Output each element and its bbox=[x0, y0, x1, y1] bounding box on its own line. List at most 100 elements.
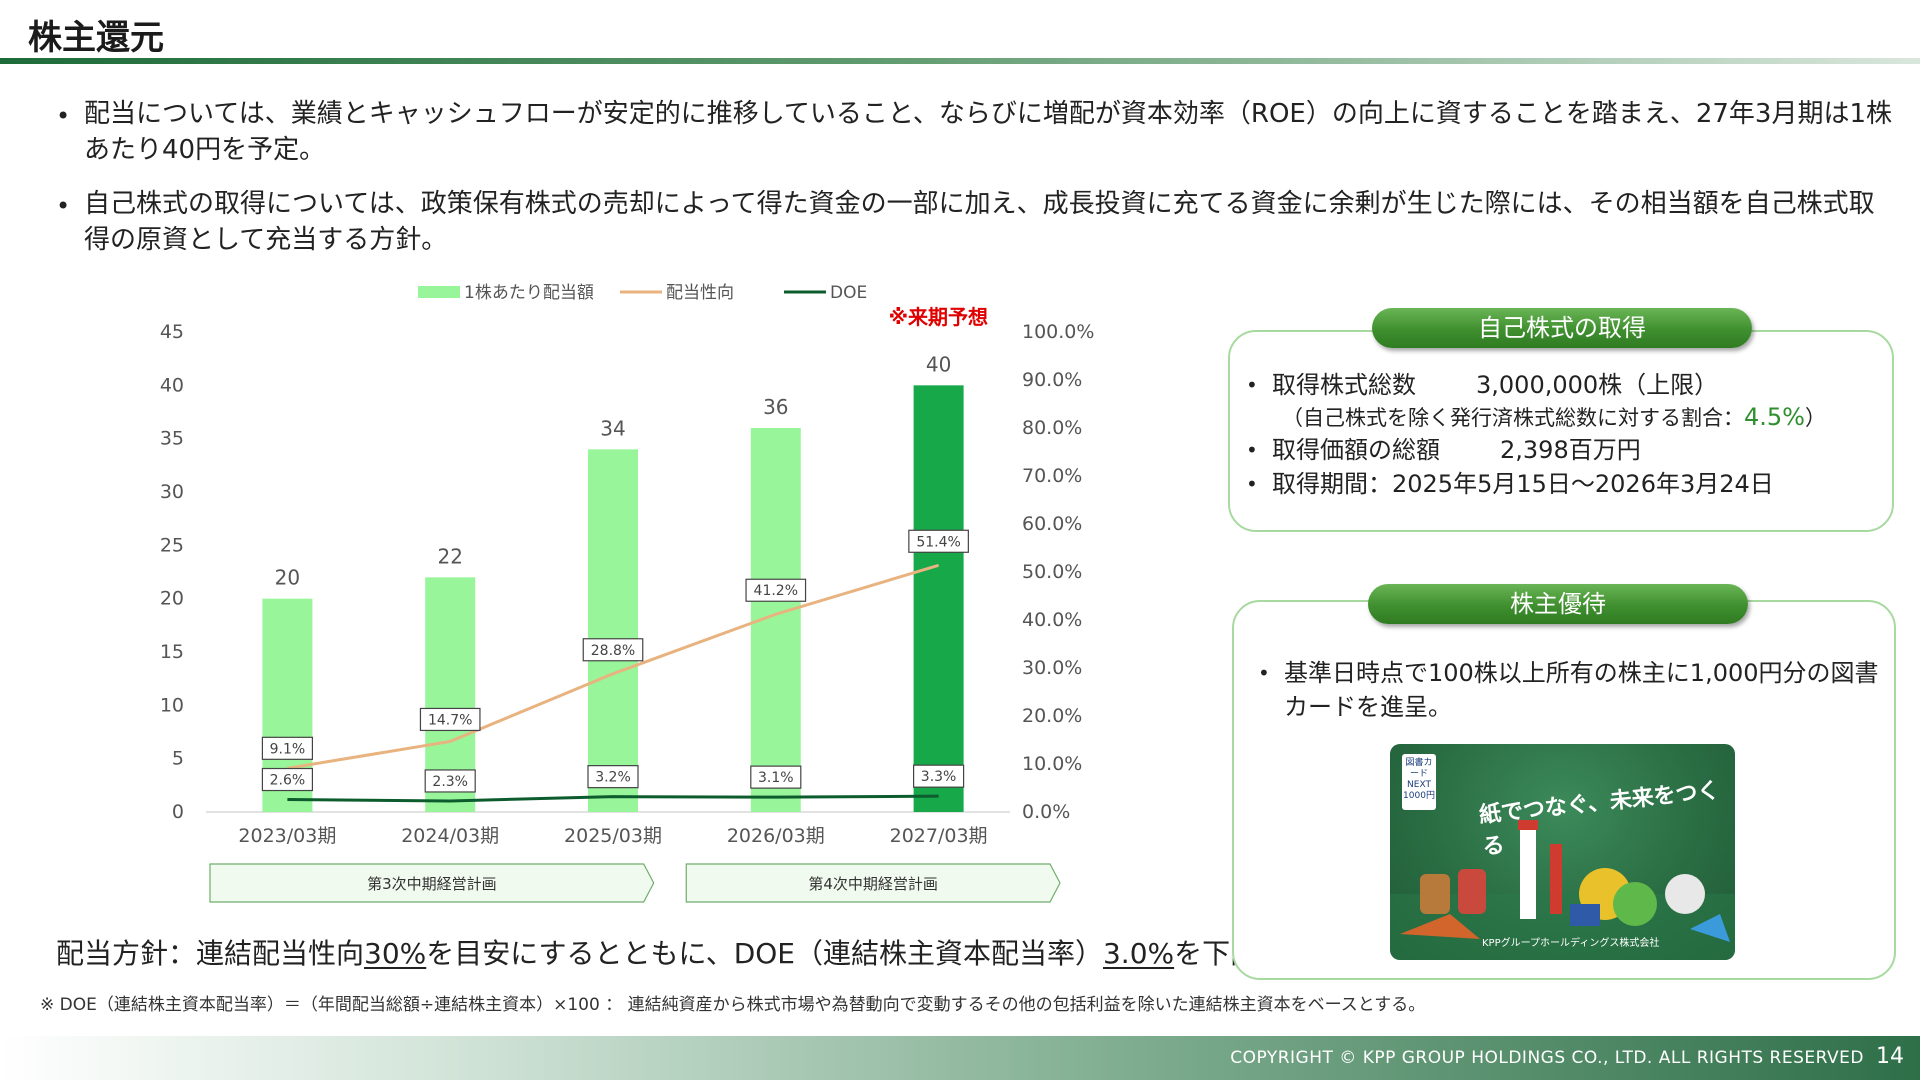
benefit-text: 基準日時点で100株以上所有の株主に1,000円分の図書カードを進呈。 bbox=[1256, 656, 1886, 724]
doe-line bbox=[287, 794, 939, 803]
doe-label: 2.3% bbox=[432, 774, 468, 790]
plan3-label: 第3次中期経営計画 bbox=[367, 875, 497, 893]
y-left-tick: 30 bbox=[160, 481, 184, 503]
policy-payout-target: 30% bbox=[364, 937, 427, 970]
y-right-tick: 40.0% bbox=[1022, 609, 1082, 631]
payout-ratio-label-box bbox=[419, 707, 481, 732]
dividend-bar bbox=[588, 449, 638, 812]
forecast-note: ※来期予想 bbox=[889, 305, 988, 329]
book-card-company: KPPグループホールディングス株式会社 bbox=[1482, 938, 1660, 949]
plan4-label: 第4次中期経営計画 bbox=[808, 875, 938, 893]
payout-ratio-label-box bbox=[908, 529, 969, 553]
copyright: COPYRIGHT © KPP GROUP HOLDINGS CO., LTD.… bbox=[1230, 1048, 1864, 1068]
doe-footnote: ※ DOE（連結株主資本配当率）＝（年間配当総額÷連結株主資本）×100 ： 連… bbox=[40, 995, 1426, 1015]
policy-prefix: 配当方針：連結配当性向 bbox=[56, 937, 365, 970]
y-right-tick: 0.0% bbox=[1022, 801, 1070, 823]
shares-label: 取得株式総数 bbox=[1272, 371, 1416, 399]
buyback-ratio: （自己株式を除く発行済株式総数に対する割合：4.5%） bbox=[1244, 402, 1826, 433]
dividend-policy: 配当方針：連結配当性向30%を目安にするとともに、DOE（連結株主資本配当率）3… bbox=[56, 932, 1258, 972]
title-rule bbox=[0, 58, 1920, 64]
legend-label-2: DOE bbox=[830, 283, 867, 303]
footer-band bbox=[0, 1036, 1920, 1080]
bullet-buyback: 自己株式の取得については、政策保有株式の売却によって得た資金の一部に加え、成長投… bbox=[52, 186, 1892, 258]
dividend-bar-label: 40 bbox=[926, 352, 951, 376]
payout-ratio-label-box bbox=[745, 578, 807, 602]
dividend-bar-label: 20 bbox=[275, 566, 300, 590]
amount-value: 2,398百万円 bbox=[1500, 436, 1641, 464]
y-left-tick: 45 bbox=[160, 321, 184, 343]
doe-label: 3.3% bbox=[921, 769, 957, 785]
legend-label-0: 1株あたり配当額 bbox=[464, 283, 594, 303]
ratio-text: （自己株式を除く発行済株式総数に対する割合： bbox=[1282, 406, 1744, 430]
bullet-dividend: 配当については、業績とキャッシュフローが安定的に推移していること、ならびに増配が… bbox=[52, 96, 1892, 168]
plan3-label-arrow bbox=[209, 863, 655, 903]
y-left-tick: 0 bbox=[172, 801, 184, 823]
doe-label-box bbox=[912, 764, 965, 788]
payout-ratio-label: 41.2% bbox=[754, 583, 798, 599]
y-left-tick: 20 bbox=[160, 588, 184, 610]
buyback-heading: 自己株式の取得 bbox=[1372, 308, 1752, 348]
dividend-bar-label: 36 bbox=[763, 395, 788, 419]
y-left-tick: 15 bbox=[160, 641, 184, 663]
doe-label: 3.1% bbox=[758, 770, 794, 786]
payout-ratio-label: 51.4% bbox=[916, 534, 960, 550]
doe-label-box bbox=[587, 765, 639, 789]
dividend-bar-label: 22 bbox=[437, 544, 462, 568]
x-tick-label: 2025/03期 bbox=[564, 825, 662, 847]
payout-ratio-line bbox=[287, 563, 940, 770]
y-left-tick: 25 bbox=[160, 534, 184, 556]
benefit-list: 基準日時点で100株以上所有の株主に1,000円分の図書カードを進呈。 bbox=[1256, 656, 1886, 724]
y-right-tick: 90.0% bbox=[1022, 369, 1082, 391]
book-card-logo: 図書カードNEXT 1000円 bbox=[1402, 754, 1436, 810]
doe-label-box bbox=[424, 769, 476, 793]
buyback-list: 取得株式総数 3,000,000株（上限） （自己株式を除く発行済株式総数に対する… bbox=[1244, 368, 1826, 501]
y-left-tick: 40 bbox=[160, 374, 184, 396]
payout-ratio-label: 14.7% bbox=[428, 712, 472, 728]
benefit-heading: 株主優待 bbox=[1368, 584, 1748, 624]
ratio-value: 4.5% bbox=[1744, 403, 1805, 431]
payout-ratio-label: 28.8% bbox=[591, 643, 635, 659]
y-right-tick: 70.0% bbox=[1022, 465, 1082, 487]
page-number: 14 bbox=[1876, 1044, 1904, 1069]
legend-swatch-0 bbox=[418, 286, 460, 298]
chart-svg: 1株あたり配当額 配当性向 DOE 0 5 10 15 20 25 30 35 40 45 0.0% 10.… bbox=[160, 283, 1094, 903]
plan4-label-arrow bbox=[685, 863, 1061, 903]
book-card-image: 図書カードNEXT 1000円 紙でつなぐ、未来をつくる KPPグループホールデ… bbox=[1390, 744, 1735, 960]
y-right-tick: 100.0% bbox=[1022, 321, 1094, 343]
y-right-tick: 10.0% bbox=[1022, 753, 1082, 775]
x-tick-label: 2027/03期 bbox=[890, 825, 988, 847]
shares-value: 3,000,000株（上限） bbox=[1476, 371, 1719, 399]
y-right-tick: 30.0% bbox=[1022, 657, 1082, 679]
x-tick-label: 2024/03期 bbox=[401, 825, 499, 847]
ratio-close: ） bbox=[1804, 406, 1826, 430]
doe-label-box bbox=[750, 765, 802, 789]
payout-ratio-label: 9.1% bbox=[270, 741, 306, 757]
amount-label: 取得価額の総額 bbox=[1272, 436, 1440, 464]
legend-label-1: 配当性向 bbox=[666, 283, 734, 303]
y-right-tick: 20.0% bbox=[1022, 705, 1082, 727]
dividend-chart: 1株あたり配当額 配当性向 DOE 0 5 10 15 20 25 30 35 40 45 0.0% 10.… bbox=[140, 280, 1120, 903]
doe-label-box bbox=[261, 767, 314, 792]
buyback-period: 取得期間：2025年5月15日～2026年3月24日 bbox=[1244, 467, 1826, 501]
doe-label: 3.2% bbox=[595, 770, 631, 786]
x-tick-label: 2026/03期 bbox=[727, 825, 825, 847]
y-right-tick: 80.0% bbox=[1022, 417, 1082, 439]
payout-ratio-label-box bbox=[582, 638, 644, 662]
doe-label: 2.6% bbox=[270, 773, 306, 789]
y-left-tick: 35 bbox=[160, 428, 184, 450]
x-tick-label: 2023/03期 bbox=[238, 825, 336, 847]
y-left-tick: 5 bbox=[172, 748, 184, 770]
policy-doe-floor: 3.0% bbox=[1102, 937, 1175, 970]
y-right-tick: 50.0% bbox=[1022, 561, 1082, 583]
policy-mid: を目安にするとともに、DOE（連結株主資本配当率） bbox=[426, 937, 1103, 970]
buyback-shares: 取得株式総数 3,000,000株（上限） bbox=[1244, 368, 1826, 402]
y-left-tick: 10 bbox=[160, 694, 184, 716]
y-right-tick: 60.0% bbox=[1022, 513, 1082, 535]
payout-ratio-label-box bbox=[261, 736, 314, 760]
dividend-bar-label: 34 bbox=[600, 416, 625, 440]
dividend-bar bbox=[913, 385, 964, 812]
page-title: 株主還元 bbox=[28, 18, 164, 58]
intro-bullets: 配当については、業績とキャッシュフローが安定的に推移していること、ならびに増配が… bbox=[52, 96, 1892, 276]
buyback-amount: 取得価額の総額 2,398百万円 bbox=[1244, 433, 1826, 467]
book-card-illustration bbox=[1390, 820, 1735, 960]
